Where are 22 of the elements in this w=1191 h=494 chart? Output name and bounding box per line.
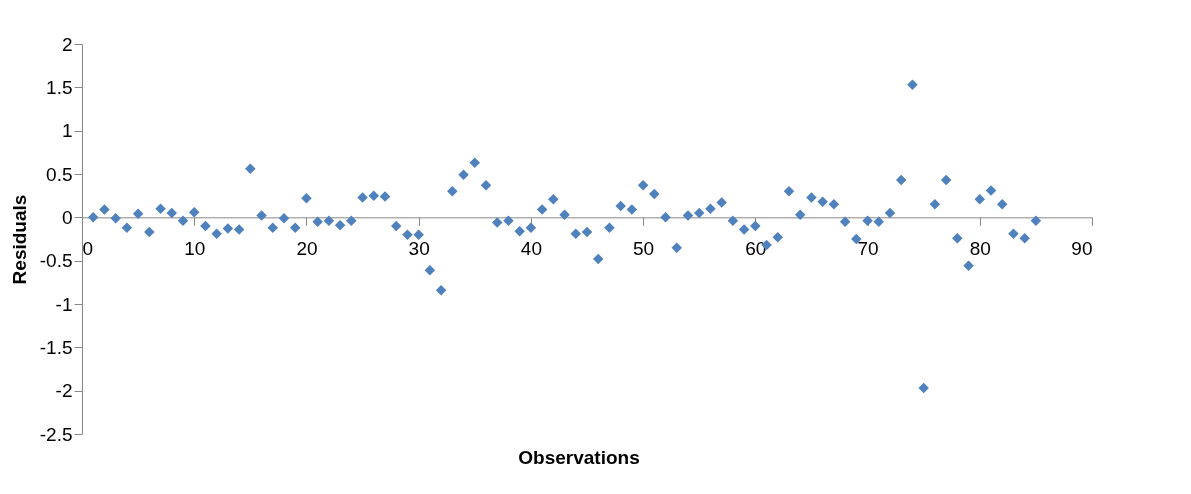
x-tick-label: 10	[184, 237, 206, 259]
y-tick-label: 2	[61, 33, 73, 55]
x-tick-label: 40	[520, 237, 542, 259]
x-tick-label: 30	[408, 237, 430, 259]
y-axis-title: Residuals	[8, 194, 30, 285]
x-tick-label: 50	[633, 237, 655, 259]
x-axis-title: Observations	[518, 447, 640, 468]
y-tick-label: 1	[61, 120, 73, 142]
x-tick-label: 0	[82, 237, 94, 259]
y-tick-label: -0.5	[39, 250, 73, 272]
y-tick-label: -2	[55, 380, 73, 402]
y-tick-label: -1.5	[39, 336, 73, 358]
x-tick-label: 80	[969, 237, 991, 259]
y-tick-label: -2.5	[39, 423, 73, 445]
y-tick-label: -1	[55, 293, 73, 315]
x-tick-label: 60	[745, 237, 767, 259]
x-tick-label: 20	[296, 237, 318, 259]
y-tick-label: 1.5	[46, 76, 73, 98]
y-tick-label: 0	[61, 206, 73, 228]
x-tick-label: 70	[857, 237, 879, 259]
x-tick-label: 90	[1071, 237, 1093, 259]
y-tick-label: 0.5	[46, 163, 73, 185]
